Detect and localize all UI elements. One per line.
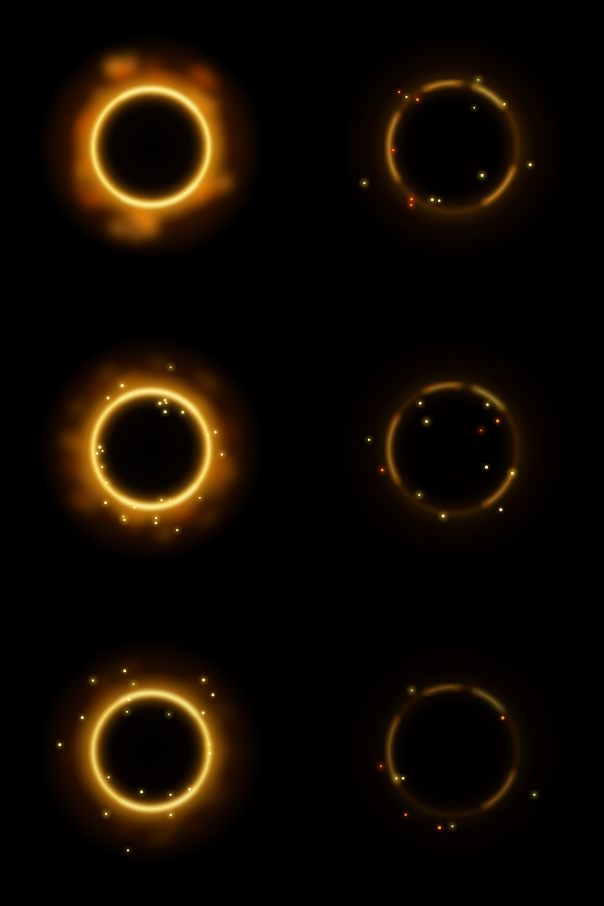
sparks — [377, 687, 537, 831]
sparks — [94, 364, 225, 533]
fire-ring-graphic — [339, 335, 567, 563]
fire-ring-frame-6 — [302, 604, 604, 906]
fire-ring-graphic — [339, 33, 567, 261]
fire-ring-graphic — [37, 637, 265, 865]
ring-arcs — [386, 80, 517, 206]
fire-ring-graphic — [339, 637, 567, 865]
fire-ring-frame-4 — [302, 302, 604, 604]
fire-ring-graphic — [37, 335, 265, 563]
ring-glow — [339, 335, 567, 563]
fire-ring-frame-5 — [0, 604, 302, 906]
fire-ring-frame-1 — [0, 0, 302, 302]
fire-ring-frame-3 — [0, 302, 302, 604]
ring-glow — [37, 335, 265, 563]
sparks — [361, 76, 533, 209]
ring-glow — [339, 637, 567, 865]
flame-wisps — [64, 660, 234, 845]
fire-ring-graphic — [37, 33, 265, 261]
sparks — [366, 400, 516, 520]
fire-ring-frame-2 — [302, 0, 604, 302]
sparks — [57, 668, 215, 853]
ring-glow — [339, 33, 567, 261]
